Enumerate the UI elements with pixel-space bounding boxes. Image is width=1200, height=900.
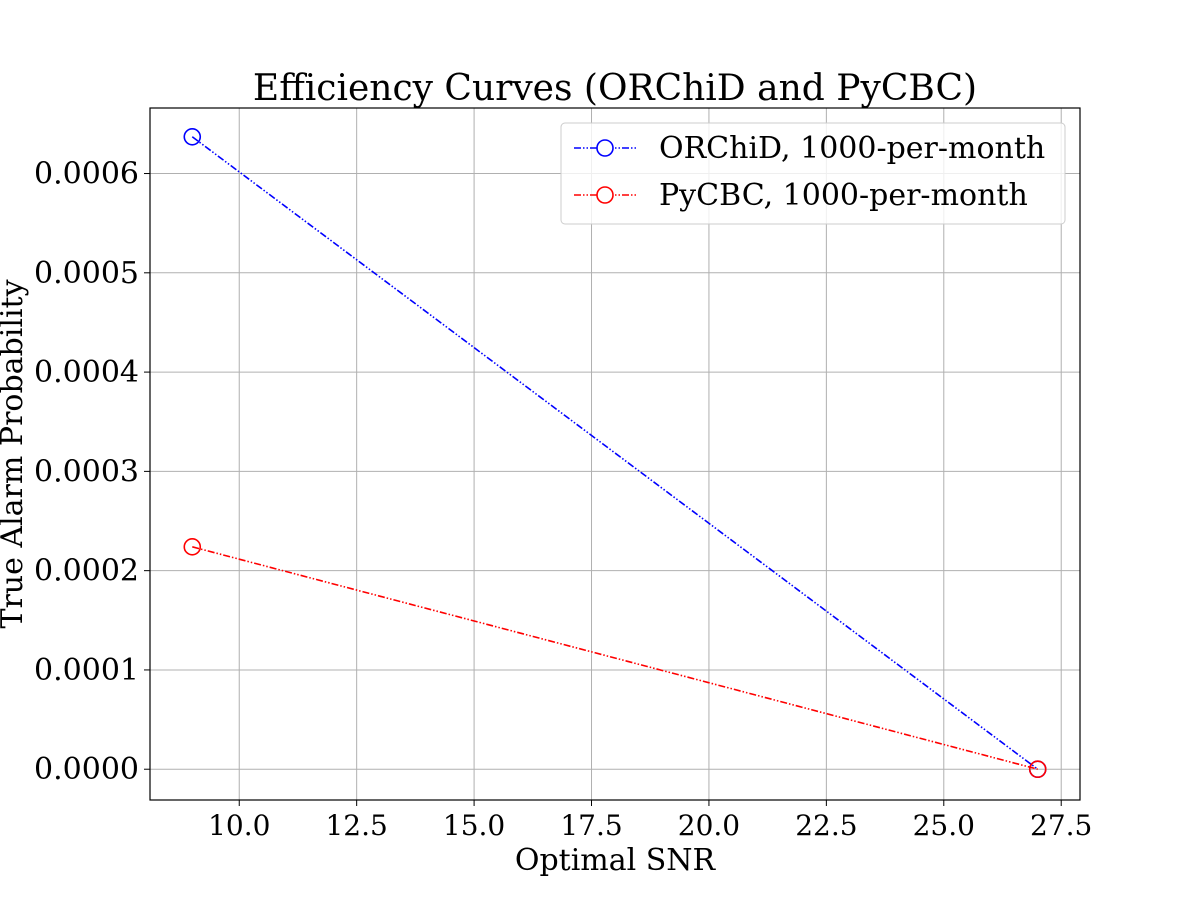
x-tick-label: 10.0 <box>208 809 270 842</box>
y-axis-label: True Alarm Probability <box>0 279 30 628</box>
series-line-1 <box>192 546 1038 770</box>
legend-marker-1 <box>596 186 614 204</box>
y-tick-label: 0.0000 <box>34 752 139 787</box>
x-tick-label: 20.0 <box>678 809 740 842</box>
y-tick-label: 0.0003 <box>34 454 139 489</box>
legend-box <box>560 122 1066 225</box>
y-tick-label: 0.0005 <box>34 256 139 291</box>
y-tick-label: 0.0002 <box>34 554 139 589</box>
x-axis-label: Optimal SNR <box>515 843 717 878</box>
x-tick-label: 25.0 <box>913 809 975 842</box>
y-tick-label: 0.0001 <box>34 653 139 688</box>
x-tick-label: 15.0 <box>443 809 505 842</box>
data-point-0-0 <box>183 127 202 146</box>
x-axis-ticks: 10.0 12.5 15.0 17.5 20.0 22.5 25.0 27.5 <box>208 800 1092 842</box>
data-point-1-0 <box>183 538 202 556</box>
y-axis-ticks: 0.0000 0.0001 0.0002 0.0003 0.0004 0.0005 0.00… <box>34 157 150 787</box>
legend-label-1: PyCBC, 1000-per-month <box>659 178 1028 213</box>
chart-title: Efficiency Curves (ORChiD and PyCBC) <box>253 68 977 109</box>
legend-marker-0 <box>596 139 614 157</box>
series-layer <box>183 127 1047 779</box>
x-tick-label: 27.5 <box>1030 809 1092 842</box>
x-tick-label: 22.5 <box>795 809 857 842</box>
y-tick-label: 0.0006 <box>34 157 139 192</box>
y-tick-label: 0.0004 <box>34 355 139 390</box>
legend: ORChiD, 1000-per-month PyCBC, 1000-per-mo… <box>560 122 1066 225</box>
plot-area-frame <box>149 107 1081 801</box>
legend-label-0: ORChiD, 1000-per-month <box>659 131 1045 166</box>
data-point-1-1 <box>1028 760 1047 779</box>
x-tick-label: 12.5 <box>325 809 387 842</box>
x-tick-label: 17.5 <box>560 809 622 842</box>
